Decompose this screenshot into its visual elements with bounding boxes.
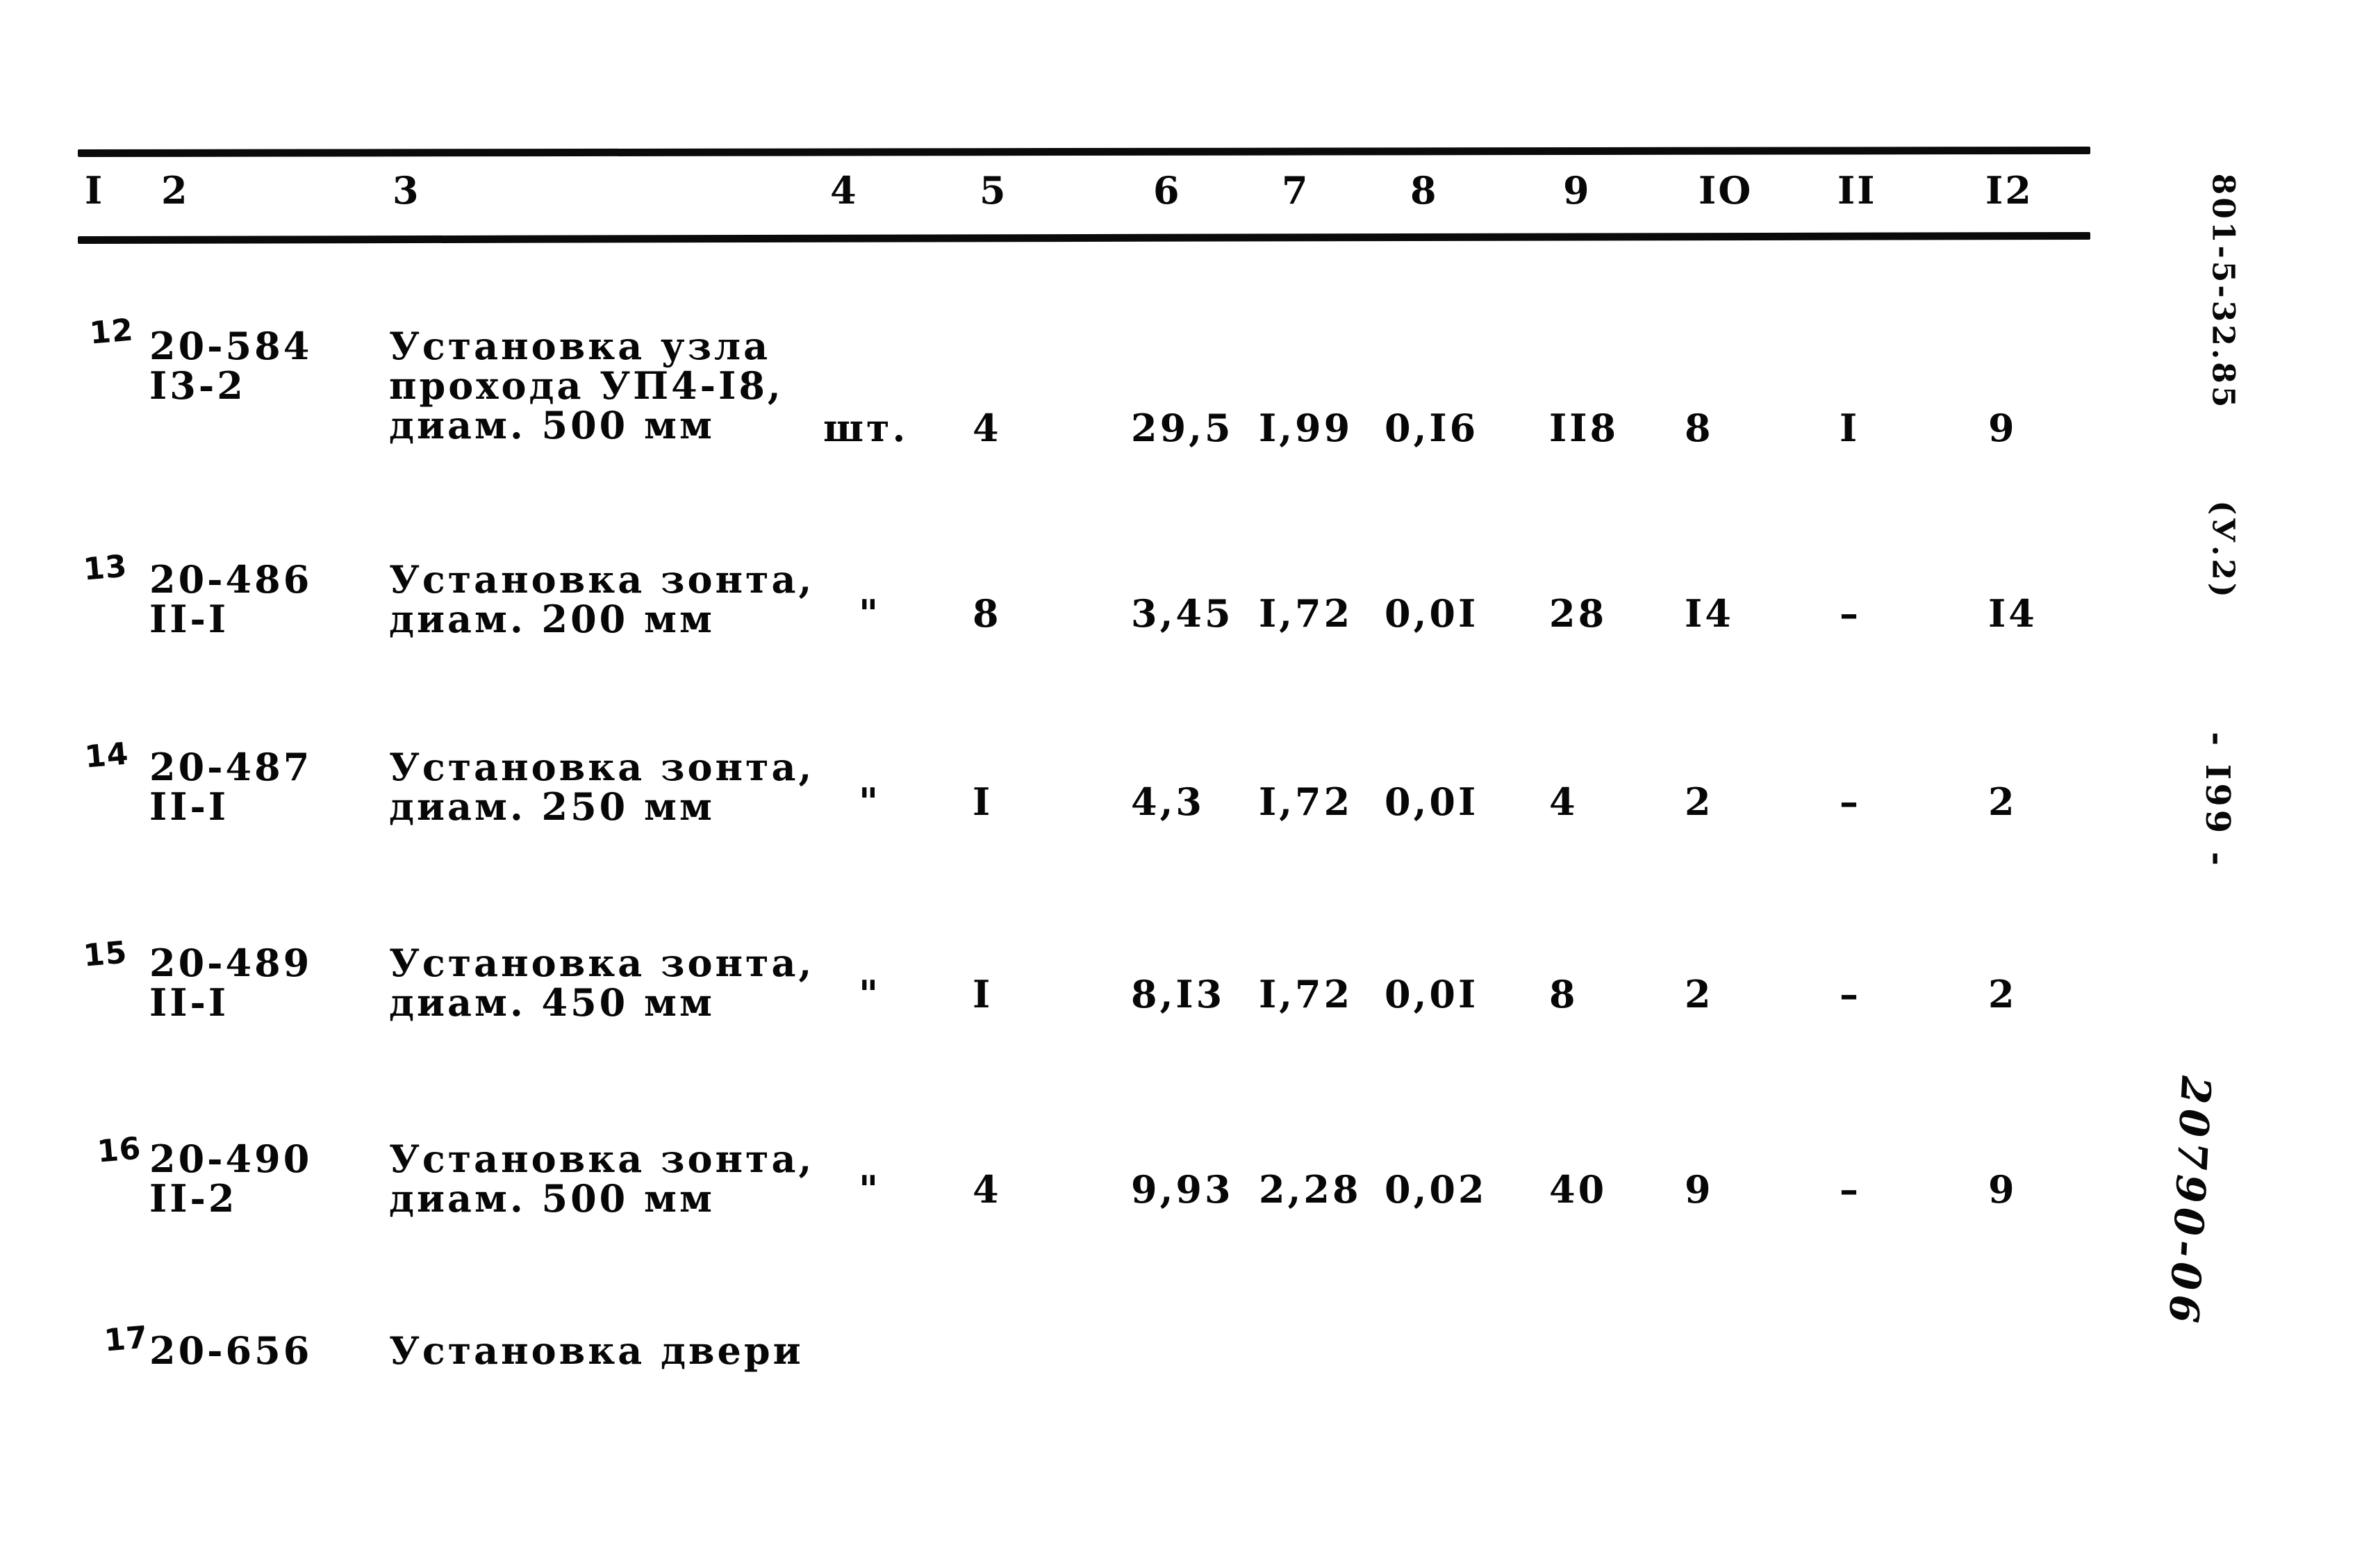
value-cell-col9: II8 [1549,406,1619,450]
value-cell-col5: 4 [973,1167,1002,1212]
value-cell-col10: 8 [1685,406,1714,450]
header-col-12: I2 [1985,168,2033,213]
row-code-line: 20-486 [149,557,313,602]
value-cell-col7: 2,28 [1259,1167,1362,1212]
table-top-rule [77,146,2091,158]
header-col-6: 6 [1153,168,1182,213]
value-cell-col6: 4,3 [1131,780,1205,824]
row-number: 13 [81,548,129,588]
row-code-line: II-2 [149,1176,238,1221]
row-description-line: Установка зонта, [389,1137,815,1181]
row-number: 15 [81,934,129,974]
row-code-line: II-I [149,597,229,641]
row-number: 17 [102,1319,150,1359]
value-cell-col10: 2 [1685,972,1714,1016]
value-cell-col7: I,72 [1259,972,1353,1016]
value-cell-col8: 0,0I [1385,972,1479,1016]
value-cell-col7: I,72 [1259,780,1353,824]
header-col-3: 3 [392,168,421,213]
row-description-line: Установка зонта, [389,941,815,985]
value-cell-col9: 8 [1549,972,1578,1016]
row-code-line: 20-490 [149,1137,313,1181]
header-col-2: 2 [161,168,190,213]
row-description-line: Установка двери [389,1328,804,1373]
row-description-line: прохода УП4-I8, [389,363,784,408]
unit-ditto-mark: " [859,1167,882,1212]
value-cell-col9: 4 [1549,780,1578,824]
value-cell-col7: I,72 [1259,591,1353,636]
row-code-line: I3-2 [149,363,246,408]
value-cell-col6: 3,45 [1131,591,1234,636]
row-description-line: диам. 500 мм [389,1176,715,1221]
row-number: 16 [95,1130,143,1170]
value-cell-col8: 0,02 [1385,1167,1487,1212]
row-code-line: 20-584 [149,324,313,368]
header-col-8: 8 [1410,168,1439,213]
row-description-line: Установка зонта, [389,745,815,789]
value-cell-col12: 9 [1988,1167,2017,1212]
value-cell-col11: I [1840,406,1860,450]
value-cell-col5: I [973,780,993,824]
unit-cell: шт. [823,406,909,450]
value-cell-col9: 28 [1549,591,1608,636]
row-description-line: диам. 450 мм [389,980,715,1025]
header-col-5: 5 [980,168,1008,213]
header-col-1: I [85,168,105,213]
value-cell-col11: – [1840,591,1861,636]
header-col-10: IO [1699,168,1753,213]
row-description-line: диам. 500 мм [389,403,715,447]
row-number: 12 [88,312,135,352]
value-cell-col5: I [973,972,993,1016]
value-cell-col7: I,99 [1259,406,1353,450]
margin-volume: (У.2) [2205,500,2241,600]
value-cell-col11: – [1840,1167,1861,1212]
row-code-line: II-I [149,784,229,829]
value-cell-col12: I4 [1988,591,2038,636]
table-header-rule [77,231,2091,245]
value-cell-col10: 9 [1685,1167,1714,1212]
row-description-line: Установка зонта, [389,557,815,602]
header-col-9: 9 [1563,168,1592,213]
value-cell-col12: 2 [1988,972,2017,1016]
margin-ref-code: 801-5-32.85 [2205,173,2241,411]
value-cell-col6: 8,I3 [1131,972,1225,1016]
margin-page-number: - I99 - [2198,732,2237,869]
row-number: 14 [83,736,131,775]
value-cell-col5: 4 [973,406,1002,450]
row-code-line: 20-489 [149,941,313,985]
value-cell-col8: 0,0I [1385,780,1479,824]
header-col-7: 7 [1282,168,1310,213]
value-cell-col8: 0,I6 [1385,406,1479,450]
value-cell-col6: 9,93 [1131,1167,1234,1212]
value-cell-col6: 29,5 [1131,406,1234,450]
value-cell-col10: 2 [1685,780,1714,824]
header-col-11: II [1837,168,1877,213]
unit-ditto-mark: " [859,591,882,636]
value-cell-col11: – [1840,780,1861,824]
row-code-line: 20-656 [149,1328,313,1373]
value-cell-col12: 9 [1988,406,2017,450]
value-cell-col12: 2 [1988,780,2017,824]
value-cell-col8: 0,0I [1385,591,1479,636]
value-cell-col10: I4 [1685,591,1734,636]
row-description-line: диам. 200 мм [389,597,715,641]
value-cell-col5: 8 [973,591,1002,636]
unit-ditto-mark: " [859,780,882,824]
row-code-line: II-I [149,980,229,1025]
header-col-4: 4 [830,168,859,213]
margin-stamp-number: 20790-06 [2159,1075,2220,1329]
unit-ditto-mark: " [859,972,882,1016]
row-code-line: 20-487 [149,745,313,789]
value-cell-col11: – [1840,972,1861,1016]
row-description-line: диам. 250 мм [389,784,715,829]
value-cell-col9: 40 [1549,1167,1608,1212]
row-description-line: Установка узла [389,324,771,368]
